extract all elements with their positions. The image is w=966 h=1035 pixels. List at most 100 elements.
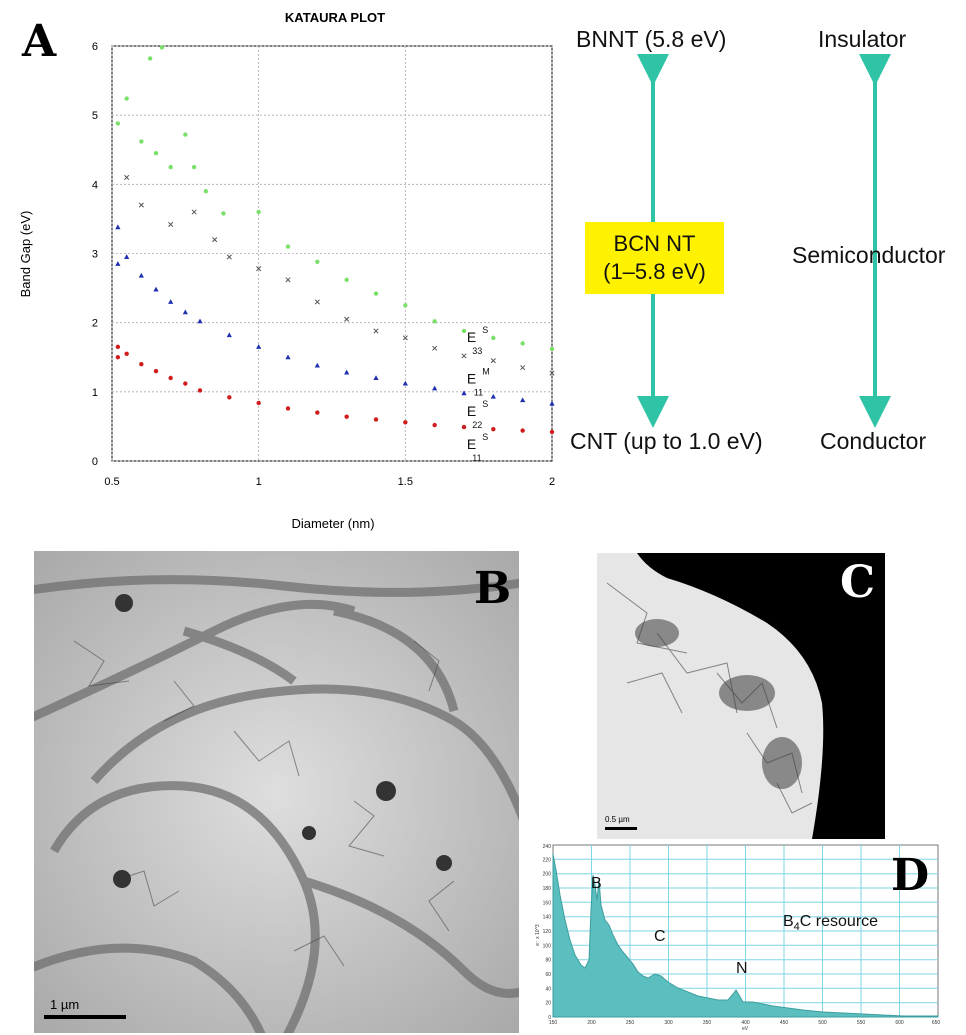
spectrum-area (552, 853, 939, 1018)
tem-image-c-texture (606, 553, 885, 839)
data-point-series-1 (226, 254, 232, 260)
svg-text:220: 220 (543, 857, 552, 863)
svg-text:450: 450 (780, 1020, 789, 1026)
series-annotation: E S 11 (467, 432, 488, 463)
data-point-series-3 (373, 417, 379, 422)
y-tick-label: 4 (92, 179, 98, 191)
data-point-series-2 (256, 344, 262, 349)
data-point-series-3 (115, 344, 121, 350)
data-point-series-2 (197, 318, 203, 324)
series-annotation: E S 22 (467, 399, 488, 430)
bcn-nt-box: BCN NT (1–5.8 eV) (585, 222, 724, 294)
svg-text:180: 180 (543, 886, 552, 892)
data-point-series-2 (490, 393, 496, 399)
data-point-series-3 (227, 395, 232, 400)
svg-text:40: 40 (545, 986, 551, 992)
panel-label-c: C (840, 557, 876, 608)
x-tick-label: 1.5 (398, 476, 413, 488)
data-point-series-2 (115, 261, 121, 266)
data-point-series-2 (168, 299, 174, 304)
data-point-series-2 (344, 369, 350, 375)
data-point-series-1 (402, 335, 408, 341)
svg-text:350: 350 (703, 1020, 712, 1026)
eels-spectrum-panel: 0 20 40 60 80 100 120 140 160 180 200 220 240 … (533, 840, 943, 1032)
scale-label-b: 1 µm (50, 997, 80, 1012)
data-point-series-3 (124, 351, 129, 356)
svg-text:200: 200 (543, 872, 552, 878)
y-tick-label: 6 (92, 41, 98, 53)
series-annotation: E M 11 (467, 367, 490, 398)
data-point-series-2 (461, 390, 467, 396)
data-point-series-3 (153, 368, 159, 374)
data-point-series-1 (212, 237, 218, 243)
data-point-series-2 (402, 380, 408, 386)
data-point-series-1 (461, 353, 467, 359)
svg-text:300: 300 (664, 1020, 673, 1026)
data-point-series-0 (191, 164, 197, 170)
data-point-series-0 (461, 328, 467, 334)
data-point-series-3 (491, 426, 496, 432)
data-point-series-3 (315, 410, 320, 415)
data-point-series-0 (203, 189, 209, 194)
data-point-series-1 (285, 277, 291, 283)
data-point-series-1 (191, 209, 197, 215)
data-point-series-0 (403, 303, 408, 308)
y-tick-label: 0 (92, 456, 98, 468)
data-point-series-3 (183, 381, 188, 386)
data-point-series-0 (491, 335, 496, 341)
data-point-series-0 (124, 96, 129, 101)
data-point-series-2 (124, 254, 130, 259)
data-point-series-1 (549, 370, 555, 376)
peak-label-b: B (591, 875, 602, 892)
x-tick-label: 0.5 (104, 476, 119, 488)
svg-text:500: 500 (818, 1020, 827, 1026)
data-point-series-2 (115, 224, 121, 230)
data-point-series-2 (520, 397, 526, 403)
bcn-nt-range: (1–5.8 eV) (603, 259, 706, 284)
data-point-series-2 (138, 272, 144, 278)
peak-label-c: C (654, 928, 666, 945)
x-tick-label: 2 (549, 476, 555, 488)
y-tick-label: 5 (92, 110, 98, 122)
tem-image-b: B 1 µm (34, 551, 519, 1033)
data-point-series-2 (226, 332, 232, 338)
data-point-series-1 (138, 202, 144, 208)
bcn-nt-label: BCN NT (613, 231, 696, 256)
svg-text:150: 150 (549, 1020, 558, 1026)
svg-text:550: 550 (857, 1020, 866, 1026)
data-point-series-1 (432, 345, 438, 351)
chart-title: KATAURA PLOT (285, 10, 385, 25)
svg-text:20: 20 (545, 1001, 551, 1007)
x-tick-labels: 0.5 1 1.5 2 (104, 476, 555, 488)
insulator-label: Insulator (818, 26, 907, 52)
data-point-series-0 (147, 56, 153, 61)
data-point-series-3 (403, 420, 408, 425)
data-point-series-2 (314, 362, 320, 368)
data-point-series-1 (124, 174, 130, 180)
data-point-series-1 (168, 221, 174, 228)
data-point-series-0 (139, 139, 144, 144)
data-point-series-0 (432, 319, 437, 324)
data-point-series-1 (373, 328, 379, 334)
data-point-series-0 (315, 259, 320, 264)
data-point-series-3 (285, 406, 291, 411)
data-point-series-2 (373, 375, 379, 380)
data-point-series-0 (520, 341, 525, 346)
data-point-series-2 (285, 354, 291, 360)
y-tick-label: 3 (92, 249, 98, 261)
data-point-series-1 (256, 266, 262, 272)
svg-text:120: 120 (543, 929, 552, 935)
data-point-series-2 (153, 286, 159, 292)
svg-text:400: 400 (741, 1020, 750, 1026)
data-point-series-3 (256, 400, 261, 406)
data-point-series-1 (520, 365, 526, 371)
data-point-series-3 (432, 422, 437, 428)
tem-image-c: C 0.5 µm (597, 553, 885, 839)
data-point-series-3 (344, 414, 349, 419)
y-axis-label: Band Gap (eV) (18, 211, 33, 298)
svg-text:60: 60 (545, 972, 551, 978)
data-point-series-0 (549, 346, 555, 352)
data-point-series-0 (168, 164, 173, 170)
svg-text:240: 240 (543, 844, 552, 850)
